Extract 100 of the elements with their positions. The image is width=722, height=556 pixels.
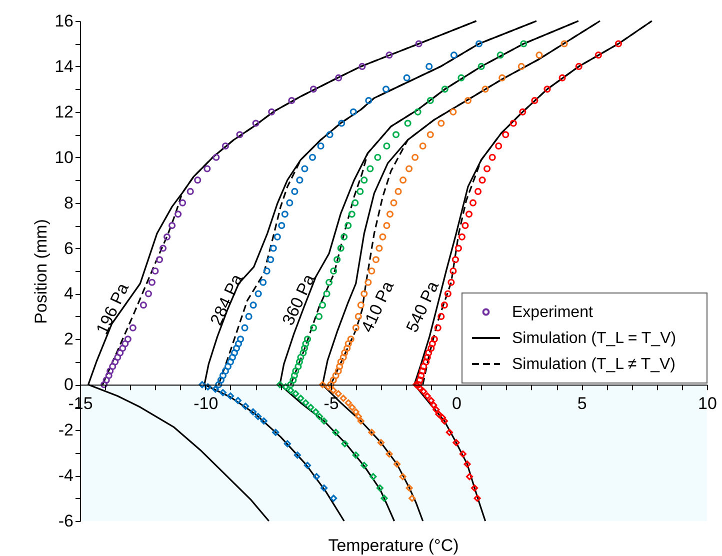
point	[263, 267, 270, 275]
point	[230, 349, 238, 356]
legend-label: Simulation (T_L ≠ T_V)	[512, 356, 676, 373]
point	[326, 278, 333, 286]
point	[292, 390, 300, 398]
point	[267, 256, 274, 264]
y-tick-label: 4	[64, 284, 74, 304]
point	[428, 340, 436, 348]
point	[348, 210, 356, 218]
point	[420, 362, 428, 370]
y-tick-label: 14	[54, 56, 74, 76]
point	[109, 362, 116, 370]
point	[198, 381, 206, 388]
point	[260, 278, 267, 286]
point	[502, 131, 510, 138]
point	[287, 381, 294, 388]
point	[392, 131, 400, 138]
point	[272, 428, 280, 436]
point	[394, 188, 402, 195]
point	[294, 362, 302, 370]
point	[324, 383, 332, 390]
point	[422, 358, 430, 366]
point	[222, 367, 230, 375]
point	[424, 354, 431, 361]
point	[163, 233, 171, 240]
point	[334, 390, 342, 398]
point	[156, 256, 164, 264]
point	[219, 389, 226, 396]
point	[414, 108, 422, 116]
point	[304, 462, 312, 469]
point	[360, 290, 368, 298]
point	[204, 383, 212, 390]
point	[234, 397, 242, 404]
point	[440, 417, 448, 425]
point	[204, 165, 211, 172]
point	[292, 367, 300, 375]
point	[330, 386, 337, 394]
x-tick-label: 10	[698, 394, 717, 414]
point	[228, 354, 236, 361]
point	[428, 344, 435, 352]
point	[510, 120, 517, 127]
point	[300, 349, 307, 356]
point	[252, 120, 260, 127]
point	[152, 267, 159, 275]
x-tick-label: 0	[452, 394, 462, 414]
point	[358, 62, 366, 70]
point	[315, 312, 323, 320]
point	[352, 324, 360, 332]
point	[222, 142, 230, 150]
point	[450, 52, 458, 59]
point	[558, 74, 566, 82]
point	[129, 324, 136, 332]
point	[536, 52, 543, 59]
point	[186, 188, 194, 195]
point	[194, 176, 202, 184]
point	[469, 199, 477, 206]
point	[323, 290, 330, 298]
point	[420, 388, 428, 395]
y-tick-label: 16	[54, 12, 74, 30]
point	[418, 367, 426, 375]
y-tick-label: -2	[58, 420, 74, 440]
point	[335, 74, 342, 82]
point	[286, 199, 294, 206]
point	[302, 340, 310, 348]
point	[341, 440, 348, 448]
point	[340, 233, 348, 240]
point	[352, 452, 360, 459]
point	[482, 86, 489, 93]
point	[383, 142, 390, 150]
point	[340, 394, 347, 402]
point	[403, 74, 410, 82]
point	[296, 176, 304, 184]
point	[290, 372, 298, 380]
point	[336, 362, 344, 370]
point	[100, 381, 108, 388]
point	[452, 256, 459, 264]
point	[475, 40, 483, 48]
point	[234, 340, 242, 348]
point	[434, 324, 442, 332]
point	[518, 62, 525, 70]
point	[450, 108, 457, 116]
point	[310, 324, 318, 332]
point	[226, 358, 234, 366]
point	[454, 244, 462, 252]
point	[370, 473, 377, 480]
point	[430, 336, 438, 343]
point	[302, 399, 310, 406]
point	[474, 494, 481, 502]
point	[428, 397, 435, 404]
point	[334, 367, 342, 375]
point	[544, 86, 551, 93]
point	[114, 354, 122, 361]
x-axis-title: Temperature (°C)	[328, 536, 459, 555]
point	[344, 344, 351, 352]
point	[330, 494, 338, 502]
point	[288, 97, 296, 104]
point	[122, 340, 129, 348]
point	[119, 344, 126, 352]
point	[334, 256, 341, 264]
point	[406, 165, 413, 172]
